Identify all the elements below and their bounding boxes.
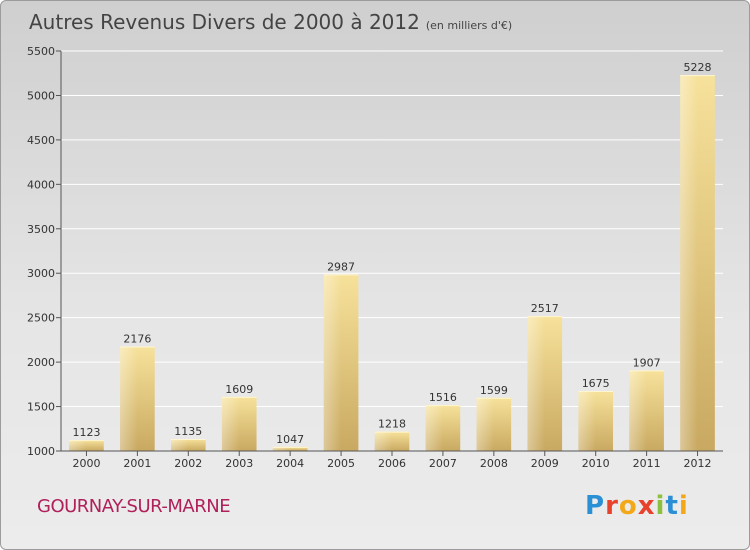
x-tick-label: 2004 — [276, 457, 304, 470]
bar-highlight — [170, 439, 189, 451]
x-tick-label: 2008 — [480, 457, 508, 470]
bar-highlight — [69, 440, 87, 451]
logo-letter: i — [678, 491, 689, 521]
logo-letter: o — [618, 491, 638, 521]
bar-value-label: 1599 — [480, 384, 508, 397]
bar-value-label: 1907 — [633, 356, 661, 369]
bar-highlight — [578, 391, 596, 451]
x-tick-label: 2012 — [684, 457, 712, 470]
x-tick-label: 2000 — [72, 457, 100, 470]
x-tick-label: 2010 — [582, 457, 610, 470]
y-tick-label: 3000 — [27, 267, 55, 280]
y-tick-label: 5000 — [27, 89, 55, 102]
logo-letter: t — [665, 491, 679, 521]
x-tick-label: 2009 — [531, 457, 559, 470]
proxiti-logo: Proxiti — [585, 491, 689, 521]
x-tick-label: 2007 — [429, 457, 457, 470]
bar-highlight — [120, 346, 138, 451]
y-tick-label: 1500 — [27, 401, 55, 414]
bar-value-label: 1135 — [174, 425, 202, 438]
bar-value-label: 1123 — [72, 426, 100, 439]
logo-letter: i — [655, 491, 666, 521]
bar-highlight — [629, 370, 647, 451]
x-tick-label: 2001 — [123, 457, 151, 470]
bar-highlight — [323, 274, 342, 451]
bar-value-label: 1218 — [378, 418, 406, 431]
chart-title: Autres Revenus Divers de 2000 à 2012 (en … — [29, 10, 512, 34]
bar-highlight — [680, 75, 698, 451]
x-tick-label: 2003 — [225, 457, 253, 470]
y-tick-label: 4500 — [27, 134, 55, 147]
bar-value-label: 1516 — [429, 391, 457, 404]
y-tick-label: 4000 — [27, 178, 55, 191]
bar-layer: 1123 2176 1135 1609 1047 2987 1218 1516 1599 2517… — [69, 61, 715, 451]
logo-letter: P — [585, 491, 606, 521]
bar-highlight — [527, 316, 545, 451]
bar-value-label: 2987 — [327, 260, 355, 273]
bar-value-label: 1047 — [276, 433, 304, 446]
y-tick-label: 2000 — [27, 356, 55, 369]
chart-unit: (en milliers d'€) — [425, 19, 513, 32]
chart-title-text: Autres Revenus Divers de 2000 à 2012 — [29, 10, 420, 34]
logo-letter: x — [637, 491, 656, 521]
bar-value-label: 1675 — [582, 377, 610, 390]
bar-value-label: 2517 — [531, 302, 559, 315]
y-tick-label: 1000 — [27, 445, 55, 458]
bar-highlight — [425, 405, 443, 451]
bar-highlight — [374, 431, 392, 451]
bar-highlight — [221, 396, 240, 451]
bar-value-label: 2176 — [123, 332, 151, 345]
y-tick-label: 3500 — [27, 223, 55, 236]
bar-highlight — [272, 446, 291, 451]
x-tick-label: 2005 — [327, 457, 355, 470]
y-tick-label: 5500 — [27, 45, 55, 58]
y-tick-label: 2500 — [27, 312, 55, 325]
city-name: GOURNAY-SUR-MARNE — [37, 496, 231, 517]
bar-highlight — [476, 397, 494, 451]
logo-letter: r — [605, 491, 619, 521]
x-tick-label: 2006 — [378, 457, 406, 470]
axis-layer: 1000 1500 2000 2500 3000 3500 4000 4500 5000 5500… — [27, 45, 723, 470]
x-tick-label: 2002 — [174, 457, 202, 470]
x-tick-label: 2011 — [633, 457, 661, 470]
bar-value-label: 5228 — [684, 61, 712, 74]
grid-layer — [61, 50, 723, 452]
bar-value-label: 1609 — [225, 383, 253, 396]
